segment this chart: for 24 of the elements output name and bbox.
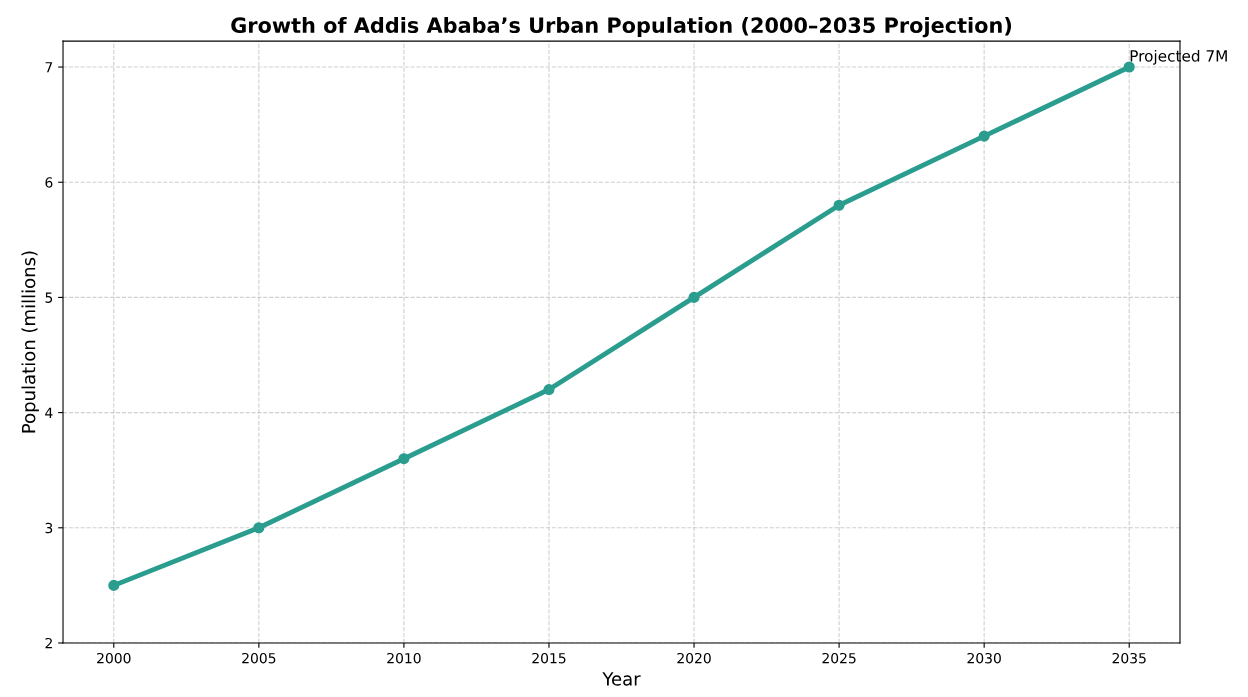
x-tick-label: 2015 xyxy=(532,652,566,664)
x-tick-label: 2030 xyxy=(967,652,1001,664)
point xyxy=(398,453,410,465)
x-tick-label: 2020 xyxy=(677,652,711,664)
x-tick-label: 2010 xyxy=(387,652,421,664)
x-tick-label: 2000 xyxy=(97,652,131,664)
point xyxy=(978,130,990,142)
y-tick-label: 7 xyxy=(45,62,53,73)
y-tick-label: 4 xyxy=(45,407,53,418)
point xyxy=(253,522,265,534)
y-tick-label: 3 xyxy=(45,522,53,534)
point xyxy=(833,199,845,211)
x-tick-label: 2005 xyxy=(242,652,276,664)
y-tick-label: 5 xyxy=(45,292,53,303)
chart-title: Growth of Addis Ababa’s Urban Population (2000–2035 Projection) xyxy=(231,16,1012,38)
x-tick-label: 2025 xyxy=(822,652,856,664)
y-axis-title: Population (millions) xyxy=(21,251,39,433)
y-tick-label: 2 xyxy=(45,637,52,649)
x-axis-title: Year xyxy=(602,672,641,686)
point xyxy=(108,579,120,591)
point xyxy=(688,291,700,303)
y-tick-label: 6 xyxy=(45,177,53,188)
point xyxy=(543,384,555,396)
x-tick-label: 2035 xyxy=(1112,652,1146,664)
